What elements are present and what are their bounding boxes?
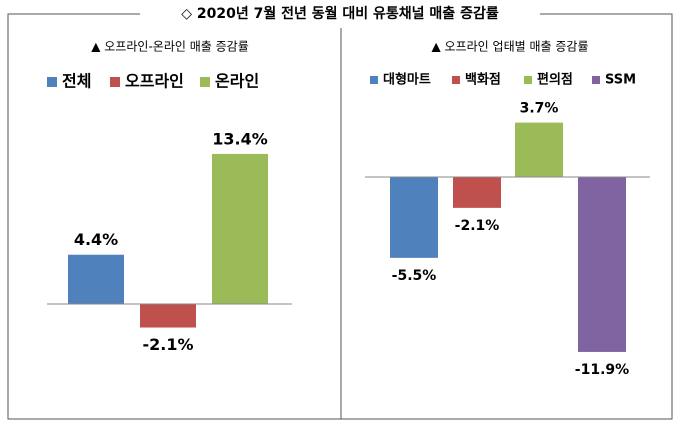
bar bbox=[212, 153, 268, 304]
bar bbox=[515, 122, 563, 177]
data-label: -11.9% bbox=[575, 362, 629, 378]
legend-label: 전체 bbox=[62, 72, 91, 91]
legend-label: 오프라인 bbox=[125, 72, 184, 91]
data-label: 4.4% bbox=[74, 230, 118, 249]
data-label: -2.1% bbox=[142, 335, 193, 354]
legend-swatch bbox=[47, 77, 57, 87]
legend-swatch bbox=[452, 76, 460, 84]
bar bbox=[68, 254, 124, 304]
legend-swatch bbox=[592, 76, 600, 84]
title-bg bbox=[140, 4, 540, 24]
legend-swatch bbox=[110, 77, 120, 87]
legend-swatch bbox=[524, 76, 532, 84]
data-label: -5.5% bbox=[392, 268, 437, 284]
page-title: ◇ 2020년 7월 전년 동월 대비 유통채널 매출 증감률 bbox=[181, 5, 499, 22]
legend-swatch bbox=[200, 77, 210, 87]
bar bbox=[578, 177, 626, 352]
chart-title: ▲ 오프라인 업태별 매출 증감률 bbox=[432, 40, 589, 54]
legend-label: SSM bbox=[605, 73, 636, 88]
legend-label: 온라인 bbox=[215, 72, 259, 91]
data-label: 3.7% bbox=[520, 101, 559, 117]
bar bbox=[390, 177, 438, 258]
data-label: 13.4% bbox=[212, 129, 268, 148]
legend-label: 대형마트 bbox=[383, 72, 431, 88]
legend-swatch bbox=[370, 76, 378, 84]
chart-title: ▲ 오프라인-온라인 매출 증감률 bbox=[91, 40, 248, 54]
bar bbox=[140, 304, 196, 328]
legend-label: 편의점 bbox=[537, 72, 573, 88]
legend-label: 백화점 bbox=[465, 72, 501, 88]
data-label: -2.1% bbox=[455, 218, 500, 234]
bar bbox=[453, 177, 501, 208]
